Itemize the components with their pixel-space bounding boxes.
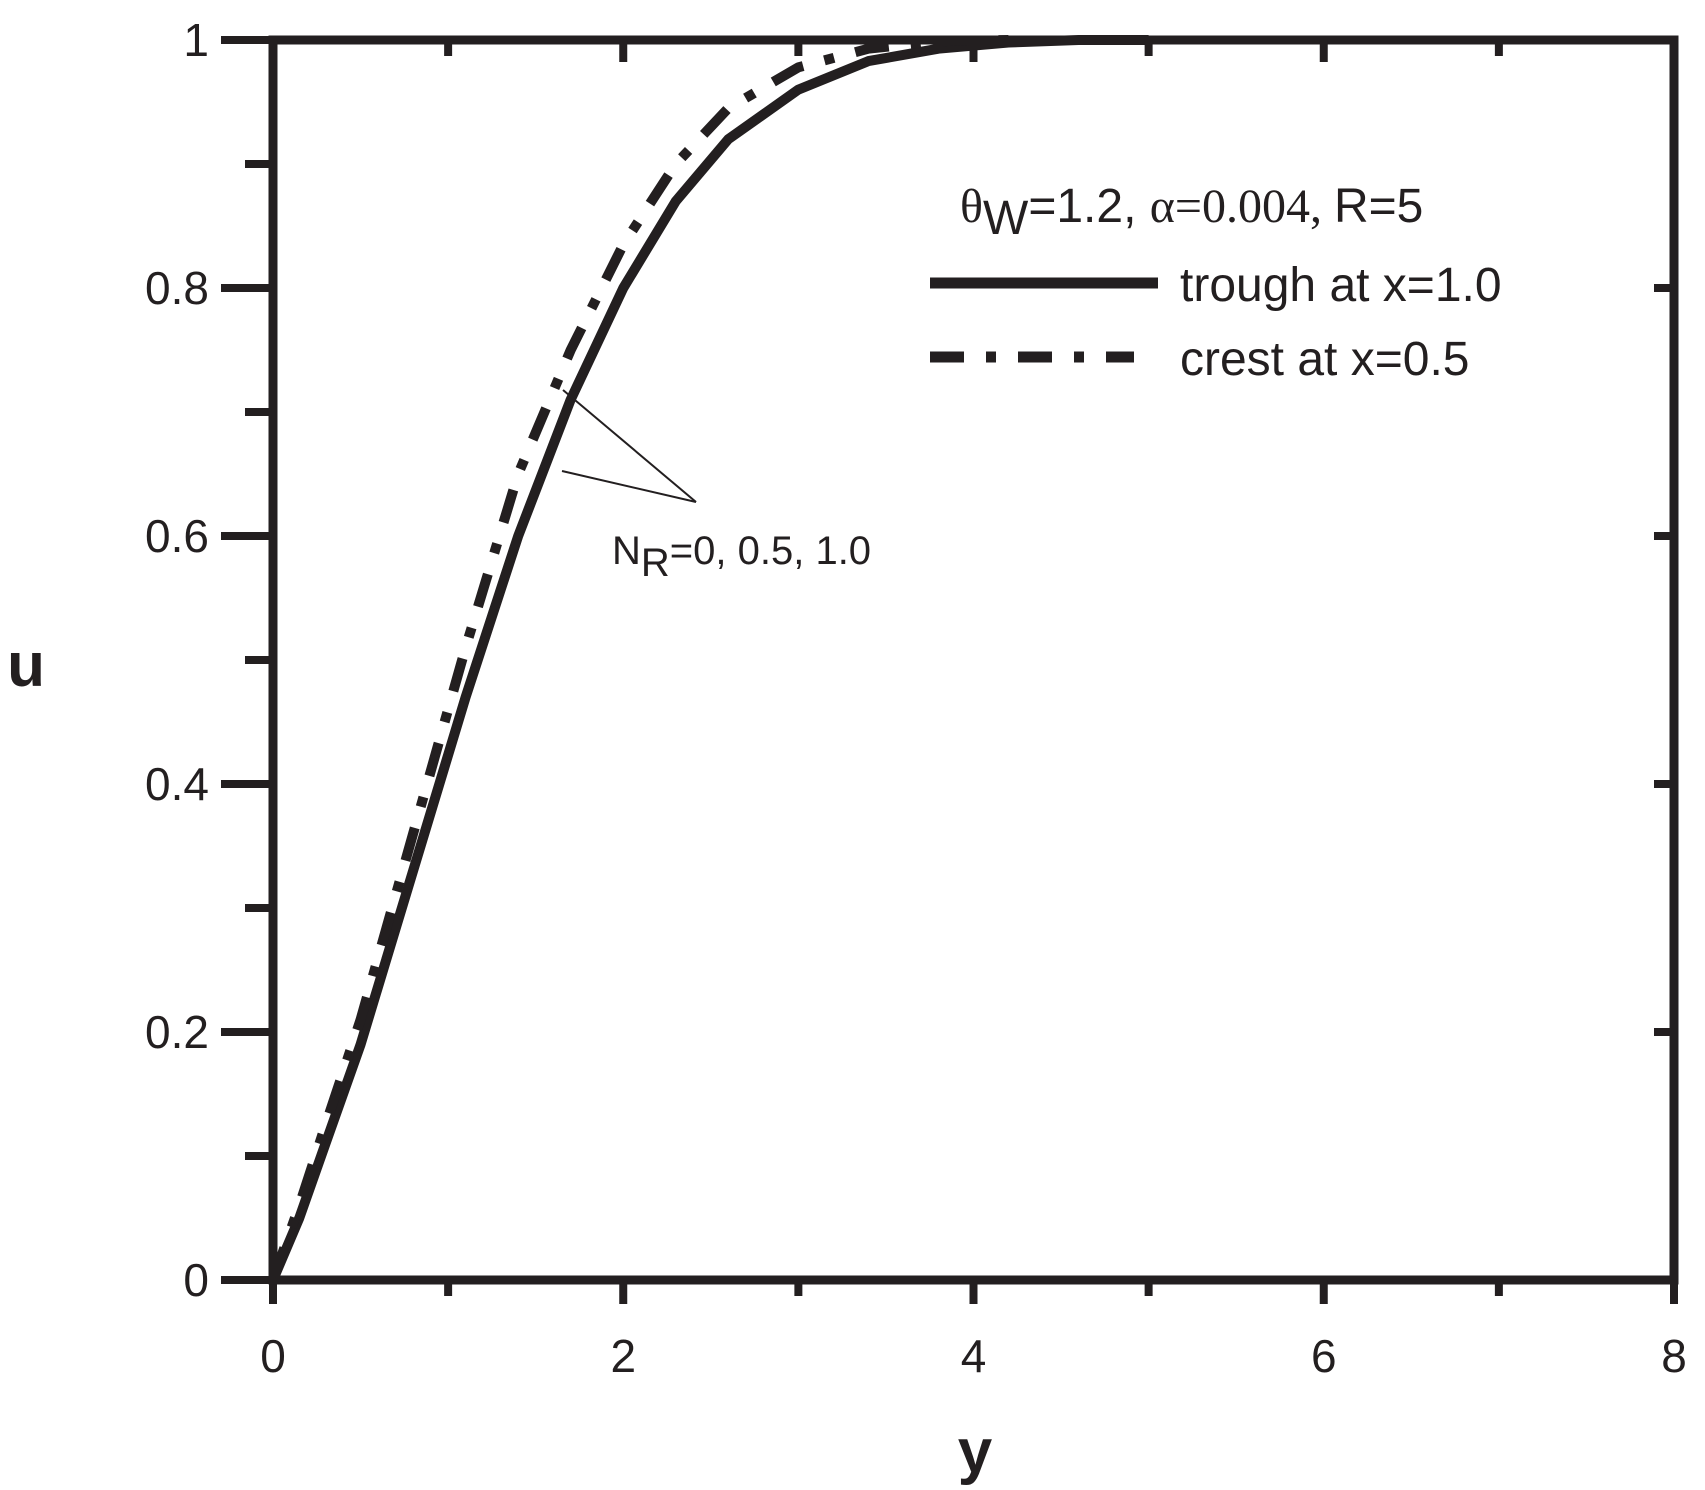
nr-symbol: N: [612, 529, 641, 573]
y-tick-label-0: 0: [183, 1254, 209, 1306]
series-line-0: [268, 35, 1149, 1282]
legend: θW=1.2, α=0.004, R=5 trough at x=1.0 cre…: [930, 180, 1502, 386]
legend-label-trough: trough at x=1.0: [1180, 259, 1502, 312]
x-tick-label-0: 0: [260, 1330, 286, 1382]
y-tick-label-1: 1: [183, 14, 209, 66]
legend-label-crest: crest at x=0.5: [1180, 333, 1469, 386]
nr-values: =0, 0.5, 1.0: [670, 529, 871, 573]
x-tick-label-8: 8: [1661, 1330, 1687, 1382]
x-tick-label-6: 6: [1311, 1330, 1337, 1382]
x-tick-label-4: 4: [961, 1330, 987, 1382]
alpha-value: α=0.004,: [1150, 180, 1334, 233]
y-tick-label-0.2: 0.2: [145, 1006, 209, 1058]
r-value: R=5: [1334, 180, 1423, 233]
y-tick-label-0.6: 0.6: [145, 510, 209, 562]
theta-symbol: θ: [960, 180, 983, 233]
series-line-1: [268, 35, 1009, 1282]
annotation-pointer-lower: [561, 470, 697, 503]
series-layer: [268, 35, 1149, 1282]
theta-subscript: W: [983, 192, 1029, 245]
theta-value: =1.2,: [1028, 180, 1149, 233]
ticks-layer: 0 2 4 6 8 0 0.2 0.4 0.6 0.8 1: [145, 14, 1687, 1382]
nr-annotation-label: NR=0, 0.5, 1.0: [612, 529, 871, 585]
annotation-pointer-upper: [562, 389, 697, 503]
nr-subscript: R: [641, 541, 670, 585]
y-tick-label-0.8: 0.8: [145, 262, 209, 314]
nr-annotation: NR=0, 0.5, 1.0: [561, 389, 871, 585]
x-tick-label-2: 2: [610, 1330, 636, 1382]
x-axis-title: y: [958, 1417, 993, 1486]
legend-params-label: θW=1.2, α=0.004, R=5: [960, 180, 1423, 245]
y-tick-label-0.4: 0.4: [145, 758, 209, 810]
y-axis-title: u: [7, 631, 45, 700]
